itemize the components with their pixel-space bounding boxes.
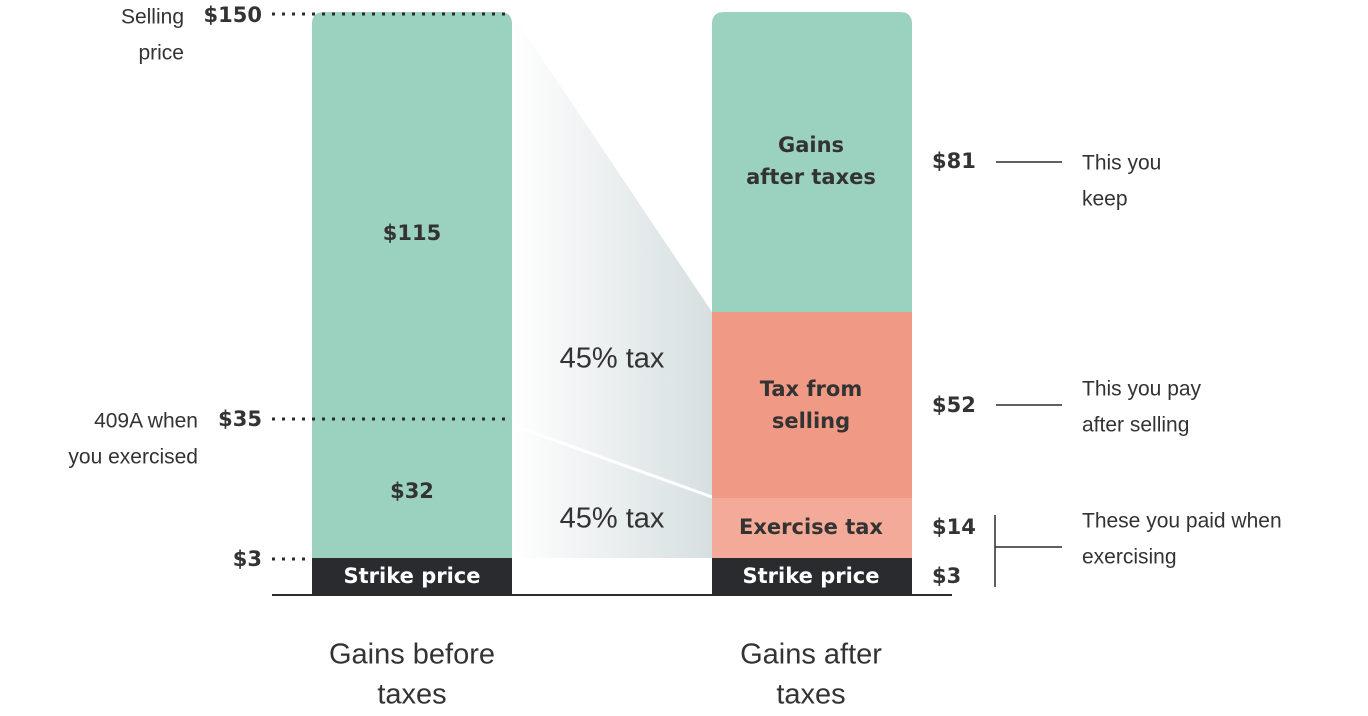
axis-note: you exercised	[68, 446, 198, 469]
value-label: $3	[932, 564, 961, 588]
axis-price: $35	[218, 407, 262, 431]
caption: Gains after	[740, 639, 882, 671]
note: This you	[1082, 152, 1161, 175]
selling-tax-segment	[712, 312, 912, 498]
segment-label: Strike price	[743, 564, 880, 588]
caption: taxes	[776, 679, 845, 711]
axis-note: price	[138, 42, 184, 65]
axis-price: $3	[233, 547, 262, 571]
tax-label: 45% tax	[560, 503, 665, 535]
strike-segment	[312, 558, 512, 594]
segment-label: after taxes	[746, 165, 876, 189]
segment-label: $32	[390, 479, 434, 503]
value-label: $14	[932, 515, 976, 539]
kept-segment	[712, 12, 912, 312]
connectors	[994, 161, 1062, 587]
note: after selling	[1082, 414, 1189, 437]
value-label: $52	[932, 393, 976, 417]
note: These you paid when	[1082, 510, 1282, 533]
axis-price: $150	[204, 3, 262, 27]
segment-label: Tax from	[760, 377, 862, 401]
segment-label: Gains	[778, 133, 844, 157]
axis-note: 409A when	[94, 410, 198, 433]
caption: taxes	[377, 679, 446, 711]
strike-segment	[712, 558, 912, 594]
segment-label: Strike price	[344, 564, 481, 588]
note: keep	[1082, 188, 1128, 211]
exercise-tax-segment	[712, 498, 912, 558]
segment-label: selling	[772, 409, 850, 433]
value-label: $81	[932, 149, 976, 173]
gains-bar	[312, 12, 512, 558]
tax-label: 45% tax	[560, 343, 665, 375]
tax-wedge	[512, 14, 712, 558]
segment-label: Exercise tax	[739, 515, 883, 539]
guides	[272, 12, 512, 561]
divider	[511, 423, 713, 499]
segment-label: $115	[383, 221, 441, 245]
axis-note: Selling	[121, 6, 184, 29]
caption: Gains before	[329, 639, 495, 671]
note: This you pay	[1082, 378, 1202, 401]
note: exercising	[1082, 546, 1177, 569]
